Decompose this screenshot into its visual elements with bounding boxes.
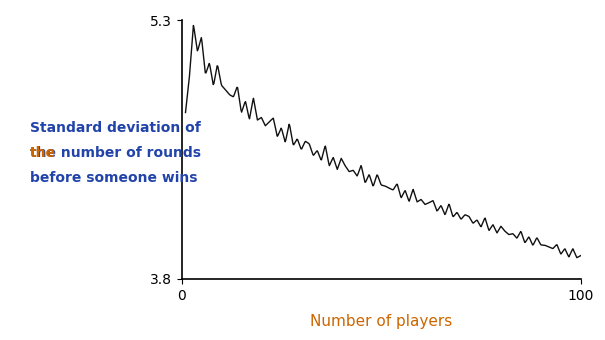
Text: the number of rounds: the number of rounds [30,146,201,160]
Text: before someone wins: before someone wins [30,171,198,186]
Text: Standard deviation of: Standard deviation of [30,120,201,135]
Text: the: the [30,146,56,160]
X-axis label: Number of players: Number of players [310,313,453,329]
